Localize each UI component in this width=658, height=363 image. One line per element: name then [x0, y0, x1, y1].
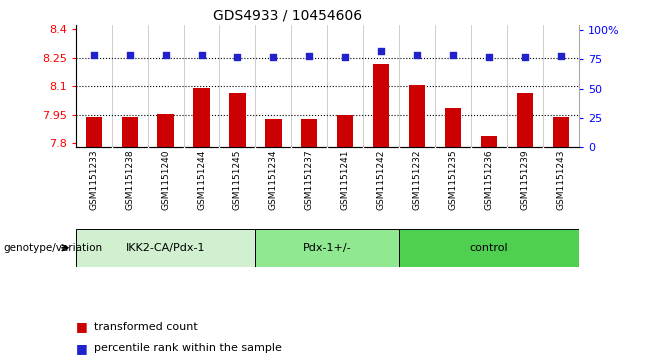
Bar [481, 136, 497, 147]
Text: GSM1151234: GSM1151234 [269, 150, 278, 210]
Text: GSM1151237: GSM1151237 [305, 150, 314, 210]
Bar [301, 119, 317, 147]
Point [376, 48, 386, 54]
Point [520, 54, 530, 60]
Text: GSM1151243: GSM1151243 [557, 150, 566, 210]
Bar [517, 93, 533, 147]
Text: ■: ■ [76, 320, 88, 333]
Bar [553, 117, 569, 147]
FancyBboxPatch shape [255, 229, 399, 267]
Point [268, 54, 279, 60]
Bar [86, 117, 102, 147]
Bar [409, 85, 425, 147]
Point [124, 52, 135, 58]
Point [196, 52, 207, 58]
Bar [230, 93, 245, 147]
Text: GSM1151238: GSM1151238 [125, 150, 134, 210]
Text: genotype/variation: genotype/variation [3, 243, 103, 253]
Text: percentile rank within the sample: percentile rank within the sample [94, 343, 282, 354]
Bar [193, 88, 210, 147]
Point [161, 52, 171, 58]
Text: control: control [470, 243, 509, 253]
Text: Pdx-1+/-: Pdx-1+/- [303, 243, 351, 253]
Text: ■: ■ [76, 342, 88, 355]
Text: GSM1151240: GSM1151240 [161, 150, 170, 210]
FancyBboxPatch shape [76, 229, 255, 267]
Point [448, 52, 459, 58]
Bar [445, 108, 461, 147]
Text: GSM1151242: GSM1151242 [377, 150, 386, 210]
Bar [157, 114, 174, 147]
Title: GDS4933 / 10454606: GDS4933 / 10454606 [213, 9, 362, 23]
Bar [122, 117, 138, 147]
Text: GSM1151239: GSM1151239 [520, 150, 530, 210]
FancyBboxPatch shape [399, 229, 579, 267]
Point [484, 54, 494, 60]
Point [232, 54, 243, 60]
Text: GSM1151244: GSM1151244 [197, 150, 206, 210]
Point [412, 52, 422, 58]
Point [340, 54, 351, 60]
Text: GSM1151236: GSM1151236 [485, 150, 494, 210]
Point [556, 53, 567, 59]
Text: transformed count: transformed count [94, 322, 198, 332]
Point [88, 52, 99, 58]
Text: GSM1151235: GSM1151235 [449, 150, 458, 210]
Bar [338, 115, 353, 147]
Bar [265, 119, 282, 147]
Text: GSM1151232: GSM1151232 [413, 150, 422, 210]
Bar [373, 64, 390, 147]
Text: GSM1151245: GSM1151245 [233, 150, 242, 210]
Text: GSM1151233: GSM1151233 [89, 150, 98, 210]
Point [304, 53, 315, 59]
Text: GSM1151241: GSM1151241 [341, 150, 350, 210]
Text: IKK2-CA/Pdx-1: IKK2-CA/Pdx-1 [126, 243, 205, 253]
